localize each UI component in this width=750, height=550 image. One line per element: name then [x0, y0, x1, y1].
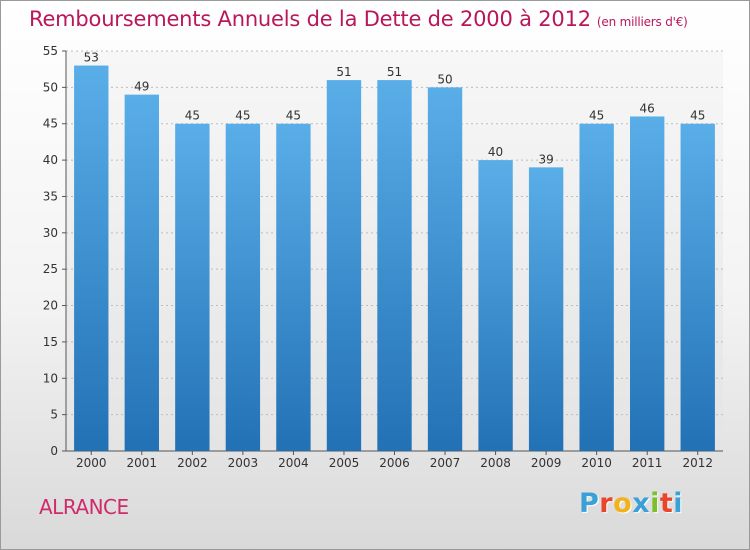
data-label: 45 — [286, 109, 301, 123]
x-tick-label: 2000 — [76, 456, 107, 470]
x-tick-label: 2006 — [379, 456, 410, 470]
data-label: 51 — [387, 65, 402, 79]
x-tick-label: 2010 — [581, 456, 612, 470]
bar — [326, 80, 362, 451]
logo-letter: i — [650, 488, 660, 519]
data-label: 50 — [437, 72, 452, 86]
data-label: 45 — [185, 109, 200, 123]
logo-letter: x — [632, 488, 651, 519]
chart-title-text: Remboursements Annuels de la Dette de 20… — [29, 7, 591, 31]
bar — [175, 123, 210, 452]
logo-letter: r — [599, 488, 614, 519]
x-tick-label: 2003 — [228, 456, 259, 470]
y-tick-label: 0 — [50, 444, 58, 458]
y-tick-label: 40 — [43, 153, 58, 167]
logo-letter: P — [579, 488, 600, 519]
x-tick-label: 2009 — [531, 456, 562, 470]
bar — [124, 94, 159, 452]
bar — [630, 116, 665, 452]
x-tick-label: 2005 — [329, 456, 360, 470]
y-tick-label: 30 — [43, 226, 58, 240]
data-label: 53 — [84, 51, 99, 65]
logo-letter: o — [613, 488, 633, 519]
bar — [528, 167, 564, 451]
bar — [377, 80, 412, 451]
x-tick-label: 2002 — [177, 456, 208, 470]
y-tick-label: 25 — [43, 262, 58, 276]
y-tick-label: 5 — [50, 408, 58, 422]
proxiti-logo: Proxiti — [579, 488, 683, 519]
y-tick-label: 50 — [43, 80, 58, 94]
bar — [225, 123, 261, 452]
data-label: 49 — [134, 80, 149, 94]
data-label: 51 — [336, 65, 351, 79]
y-tick-label: 15 — [43, 335, 58, 349]
y-tick-label: 20 — [43, 299, 58, 313]
bar — [74, 65, 109, 451]
x-tick-label: 2011 — [632, 456, 663, 470]
data-label: 45 — [235, 109, 250, 123]
logo-letter: i — [673, 488, 684, 519]
bar — [427, 87, 463, 451]
y-tick-label: 35 — [43, 189, 58, 203]
bar — [478, 160, 513, 451]
y-tick-label: 10 — [43, 371, 58, 385]
data-label: 46 — [640, 101, 655, 115]
data-label: 40 — [488, 145, 503, 159]
x-tick-label: 2007 — [430, 456, 461, 470]
logo-letter: t — [659, 488, 674, 519]
x-tick-label: 2008 — [480, 456, 511, 470]
data-label: 39 — [538, 152, 553, 166]
x-tick-label: 2012 — [682, 456, 713, 470]
x-tick-label: 2001 — [127, 456, 158, 470]
x-tick-label: 2004 — [278, 456, 309, 470]
commune-name: ALRANCE — [39, 495, 129, 519]
y-tick-label: 45 — [43, 117, 58, 131]
y-tick-label: 55 — [43, 44, 58, 58]
bar — [579, 123, 614, 452]
chart-unit: (en milliers d'€) — [596, 15, 688, 29]
bar — [680, 123, 715, 452]
bar — [276, 123, 311, 452]
data-label: 45 — [690, 109, 705, 123]
data-label: 45 — [589, 109, 604, 123]
chart-title: Remboursements Annuels de la Dette de 20… — [29, 7, 688, 31]
